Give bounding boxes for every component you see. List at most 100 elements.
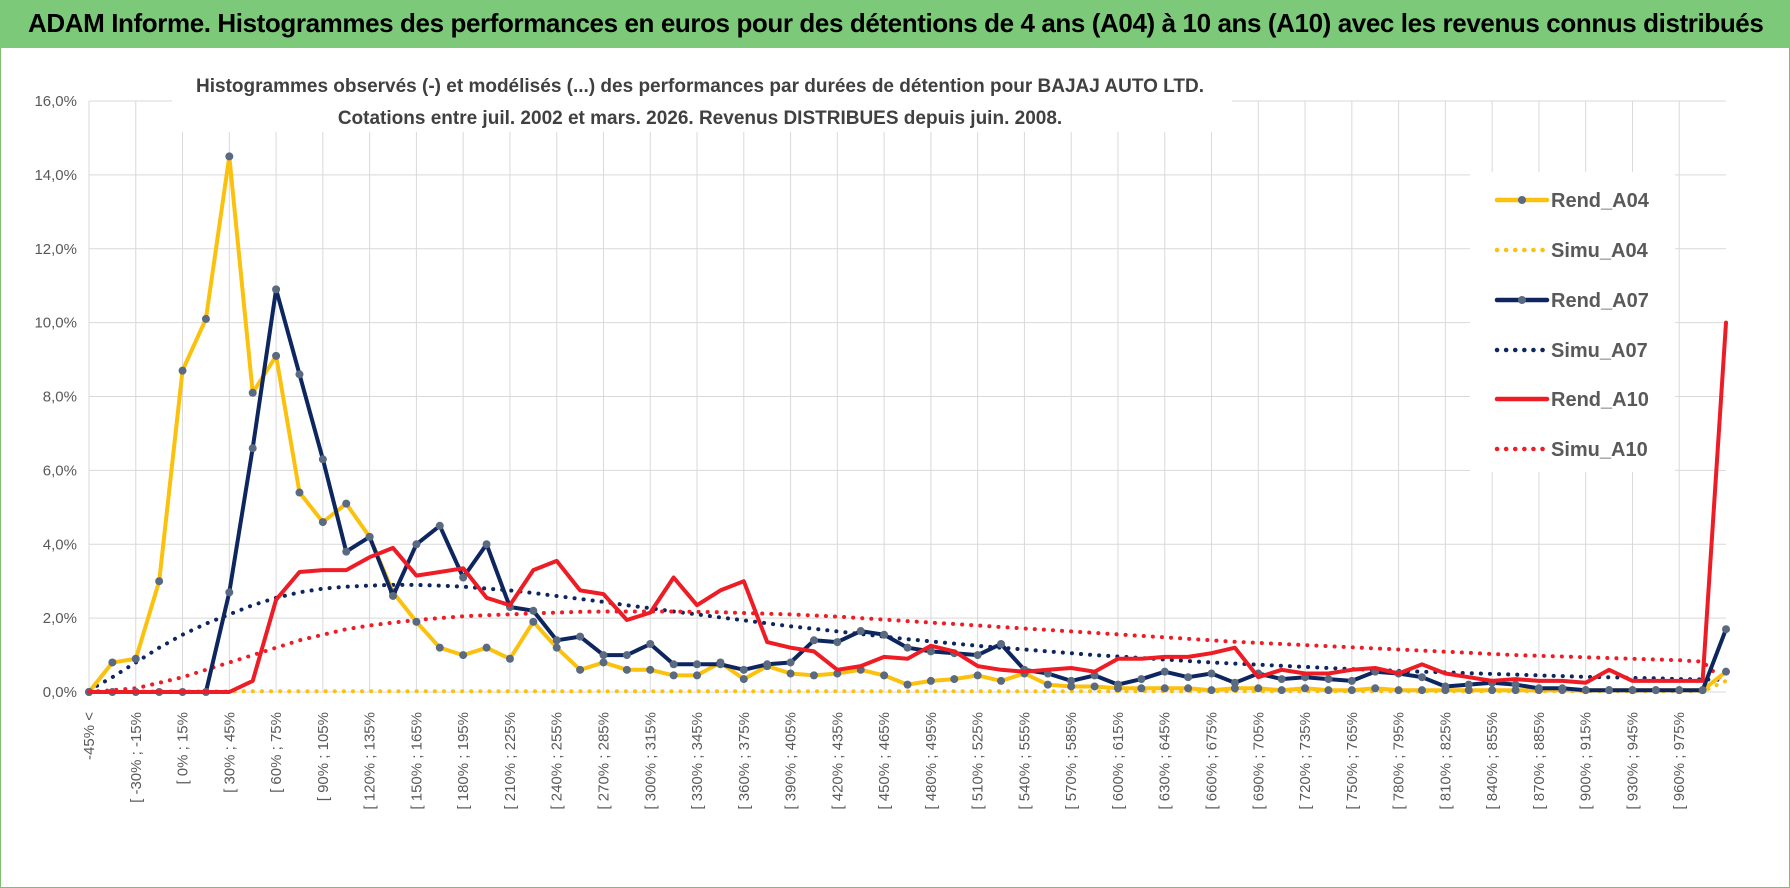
data-point-rend-a07 xyxy=(1277,675,1286,684)
data-point-rend-a07 xyxy=(1067,676,1076,685)
legend-label: Rend_A10 xyxy=(1551,389,1649,411)
data-point-rend-a04 xyxy=(1301,684,1310,693)
data-point-rend-a04 xyxy=(599,658,608,667)
x-tick-label: [ 720% ; 735% xyxy=(1297,712,1314,810)
header-banner: ADAM Informe. Histogrammes des performan… xyxy=(0,0,1790,48)
y-tick-label: 8,0% xyxy=(43,389,77,406)
data-point-rend-a07 xyxy=(903,643,912,652)
x-tick-label: [ 690% ; 705% xyxy=(1250,712,1267,810)
y-tick-label: 0,0% xyxy=(43,684,77,701)
data-point-rend-a04 xyxy=(108,658,117,667)
data-point-rend-a04 xyxy=(809,671,818,680)
data-point-rend-a04 xyxy=(155,577,164,586)
data-point-rend-a07 xyxy=(1698,686,1707,695)
data-point-rend-a04 xyxy=(833,669,842,678)
y-tick-label: 2,0% xyxy=(43,610,77,627)
data-point-rend-a04 xyxy=(1160,684,1169,693)
data-point-rend-a07 xyxy=(809,636,818,645)
data-point-rend-a07 xyxy=(833,638,842,647)
data-point-rend-a07 xyxy=(1207,669,1216,678)
data-point-rend-a07 xyxy=(1324,675,1333,684)
x-tick-label: -45% < xyxy=(81,712,98,760)
data-point-rend-a07 xyxy=(856,627,865,636)
x-tick-label: [ 120% ; 135% xyxy=(362,712,379,810)
data-point-rend-a07 xyxy=(295,370,304,379)
chart-title-line1: Histogrammes observés (-) et modélisés (… xyxy=(196,76,1204,97)
y-tick-label: 14,0% xyxy=(34,167,77,184)
legend-label: Simu_A07 xyxy=(1551,340,1648,362)
data-point-rend-a04 xyxy=(622,665,631,674)
x-tick-label: [ 930% ; 945% xyxy=(1624,712,1641,810)
data-point-rend-a04 xyxy=(1394,686,1403,695)
data-point-rend-a07 xyxy=(1160,667,1169,676)
x-tick-label: [ 840% ; 855% xyxy=(1484,712,1501,810)
data-point-rend-a07 xyxy=(1464,680,1473,689)
data-point-rend-a07 xyxy=(365,532,374,541)
x-tick-label: [ 450% ; 465% xyxy=(876,712,893,810)
data-point-rend-a04 xyxy=(880,671,889,680)
x-tick-label: [ 870% ; 885% xyxy=(1531,712,1548,810)
data-point-rend-a04 xyxy=(693,671,702,680)
data-point-rend-a07 xyxy=(1441,682,1450,691)
x-tick-label: [ 960% ; 975% xyxy=(1671,712,1688,810)
data-point-rend-a07 xyxy=(342,547,351,556)
legend-label: Rend_A04 xyxy=(1551,190,1650,212)
data-point-rend-a07 xyxy=(1605,686,1614,695)
series-line-simu-a10 xyxy=(87,609,1728,694)
page-title: ADAM Informe. Histogrammes des performan… xyxy=(28,8,1764,38)
data-point-rend-a04 xyxy=(1722,667,1730,676)
y-tick-label: 6,0% xyxy=(43,462,77,479)
data-point-rend-a04 xyxy=(178,366,187,375)
x-tick-label: [ 270% ; 285% xyxy=(595,712,612,810)
data-point-rend-a07 xyxy=(1581,686,1590,695)
legend-marker xyxy=(1518,196,1526,204)
data-point-rend-a07 xyxy=(973,651,982,660)
data-point-rend-a04 xyxy=(739,675,748,684)
data-point-rend-a04 xyxy=(482,643,491,652)
data-point-rend-a04 xyxy=(505,654,514,663)
data-point-rend-a07 xyxy=(1113,680,1122,689)
data-point-rend-a07 xyxy=(459,573,468,582)
data-point-rend-a07 xyxy=(552,636,561,645)
data-point-rend-a07 xyxy=(1417,673,1426,682)
y-axis: 0,0% 2,0% 4,0% 6,0% 8,0% 10,0% 12,0% 14,0% 16,0% xyxy=(34,93,77,701)
data-point-rend-a04 xyxy=(295,488,304,497)
x-tick-label: [ 300% ; 315% xyxy=(642,712,659,810)
y-tick-label: 16,0% xyxy=(34,93,77,110)
data-point-rend-a07 xyxy=(739,665,748,674)
y-tick-label: 4,0% xyxy=(43,536,77,553)
title-background xyxy=(172,62,1232,132)
data-point-rend-a07 xyxy=(786,658,795,667)
data-point-rend-a04 xyxy=(1184,684,1193,693)
x-tick-label: [ 360% ; 375% xyxy=(736,712,753,810)
data-point-rend-a04 xyxy=(1137,684,1146,693)
data-point-rend-a07 xyxy=(693,660,702,669)
data-point-rend-a04 xyxy=(1324,686,1333,695)
data-point-rend-a04 xyxy=(131,654,140,663)
data-point-rend-a04 xyxy=(342,499,351,508)
data-point-rend-a04 xyxy=(950,675,959,684)
x-tick-label: [ 600% ; 615% xyxy=(1110,712,1127,810)
data-point-rend-a07 xyxy=(529,606,538,615)
x-tick-label: [ 0% ; 15% xyxy=(175,712,192,785)
data-point-rend-a04 xyxy=(786,669,795,678)
x-tick-label: [ 330% ; 345% xyxy=(689,712,706,810)
data-point-rend-a04 xyxy=(529,617,538,626)
data-point-rend-a04 xyxy=(248,388,257,397)
data-point-rend-a07 xyxy=(716,660,725,669)
data-point-rend-a04 xyxy=(1277,686,1286,695)
data-point-rend-a04 xyxy=(997,676,1006,685)
data-point-rend-a04 xyxy=(1254,684,1263,693)
x-tick-label: [ 780% ; 795% xyxy=(1391,712,1408,810)
x-tick-label: [ 180% ; 195% xyxy=(455,712,472,810)
data-point-rend-a07 xyxy=(763,660,772,669)
data-point-rend-a04 xyxy=(1488,686,1497,695)
data-point-rend-a04 xyxy=(459,651,468,660)
data-point-rend-a04 xyxy=(1511,686,1520,695)
x-tick-label: [ 510% ; 525% xyxy=(970,712,987,810)
legend-box xyxy=(1470,172,1675,472)
x-axis: -45% < [ -30% ; -15% [ 0% ; 15% [ 30% ; 45%… xyxy=(81,712,1688,810)
data-point-rend-a07 xyxy=(1722,625,1730,634)
data-point-rend-a04 xyxy=(1371,684,1380,693)
